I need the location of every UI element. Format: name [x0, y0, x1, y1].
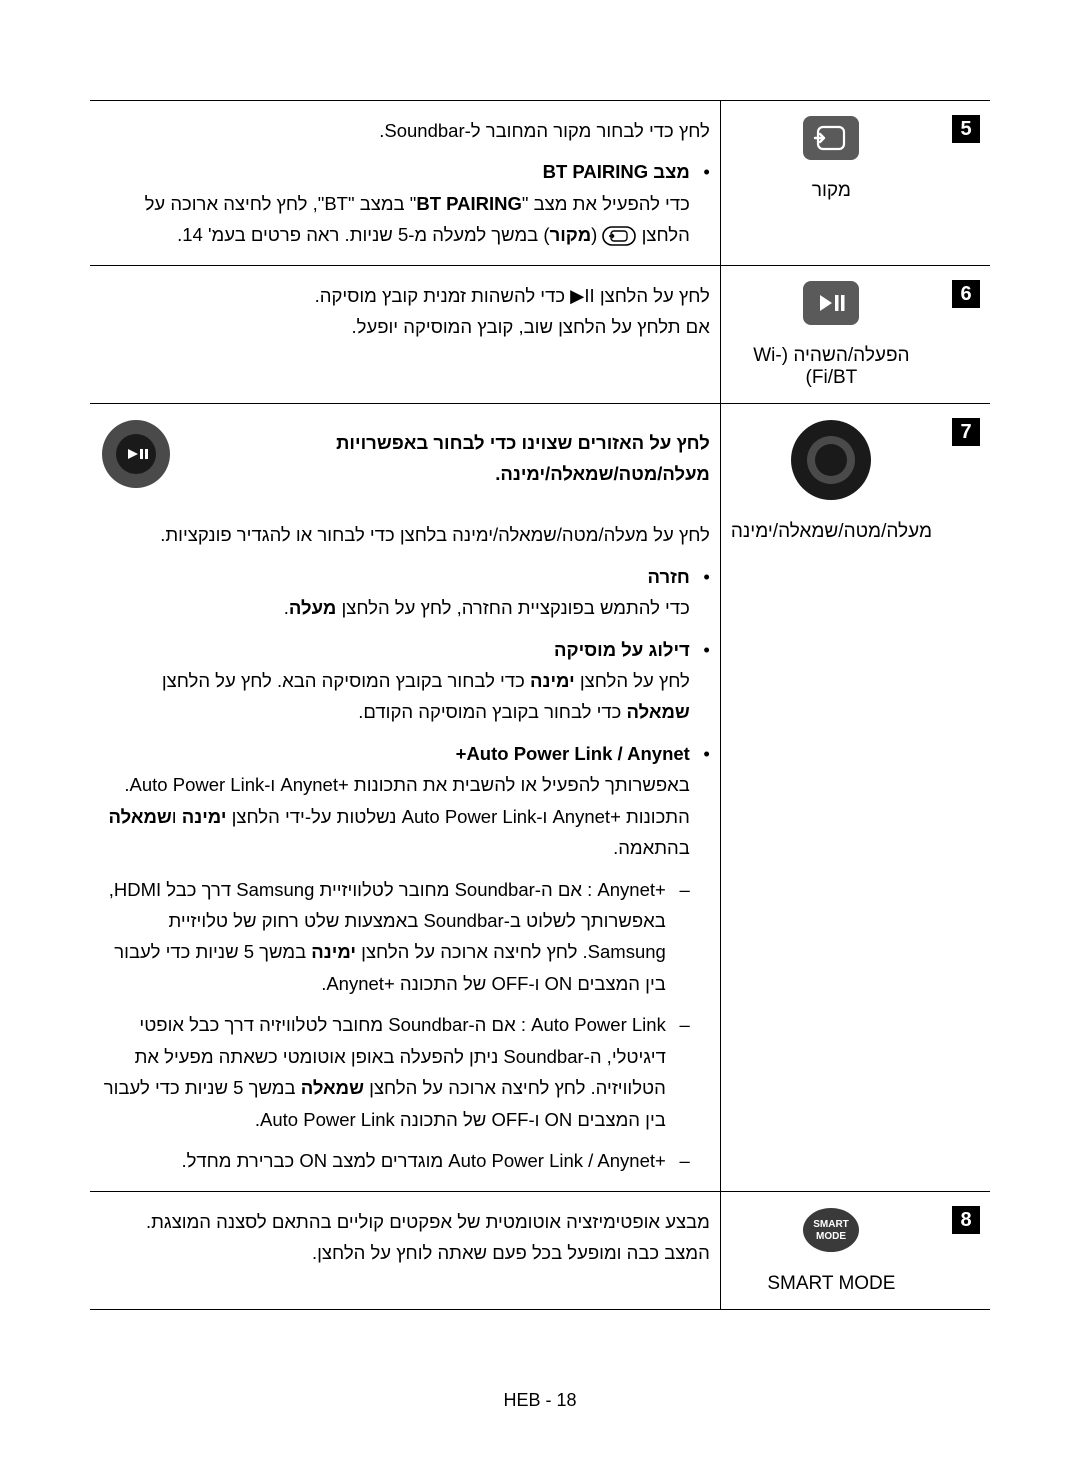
smart-mode-label: SMART MODE [731, 1273, 932, 1295]
r6-line2: אם תלחץ על הלחצן שוב, קובץ המוסיקה יופעל… [100, 311, 710, 342]
play-pause-label: הפעלה/השהיה (Wi-Fi/BT) [731, 345, 932, 389]
smart-mode-icon: SMART MODE [801, 1206, 861, 1259]
dpad-large-icon [789, 418, 873, 507]
page-footer: HEB - 18 [90, 1390, 990, 1411]
r8-line1: מבצע אופטימיזציה אוטומטית של אפקטים קולי… [100, 1206, 710, 1237]
source-icon [802, 115, 860, 166]
r7-item-anynet: Auto Power Link / Anynet+ באפשרותך להפעי… [100, 738, 710, 1177]
svg-text:SMART: SMART [814, 1219, 850, 1230]
row-6-number: 6 [952, 280, 980, 308]
r7-intro: לחץ על מעלה/מטה/שמאלה/ימינה בלחצן כדי לב… [100, 519, 710, 550]
r7-dpad-text: לחץ על האזורים שצוינו כדי לבחור באפשרויו… [192, 427, 710, 490]
r7-dash-default: +Auto Power Link / Anynet מוגדרים למצב O… [100, 1145, 690, 1176]
dpad-label: מעלה/מטה/שמאלה/ימינה [731, 521, 932, 543]
r6-line1: לחץ על הלחצן ▶II כדי להשהות זמנית קובץ מ… [100, 280, 710, 311]
r7-dash-apl: Auto Power Link : אם ה-Soundbar מחובר לט… [100, 1009, 690, 1135]
source-inline-icon [602, 226, 636, 246]
row-5-number: 5 [952, 115, 980, 143]
dpad-small-icon [100, 418, 172, 499]
r7-dash-anynet: +Anynet : אם ה-Soundbar מחובר לטלוויזיית… [100, 874, 690, 1000]
r5-bt-item: מצב BT PAIRING כדי להפעיל את מצב "BT PAI… [100, 156, 710, 250]
r5-bt-heading: מצב BT PAIRING [543, 161, 690, 182]
row-8-number: 8 [952, 1206, 980, 1234]
r5-line1: לחץ כדי לבחור מקור המחובר ל-Soundbar. [100, 115, 710, 146]
r5-bt-body: כדי להפעיל את מצב "BT PAIRING" במצב "BT"… [100, 188, 690, 251]
play-pause-icon [802, 280, 860, 331]
source-label: מקור [731, 180, 932, 202]
r7-item-skip: דילוג על מוסיקה לחץ על הלחצן ימינה כדי ל… [100, 634, 710, 728]
r7-item-return: חזרה כדי להתמש בפונקציית החזרה, לחץ על ה… [100, 561, 710, 624]
row-7-number: 7 [952, 418, 980, 446]
svg-text:MODE: MODE [816, 1231, 846, 1242]
r8-line2: המצב כבה ומופעל בכל פעם שאתה לוחץ על הלח… [100, 1237, 710, 1268]
